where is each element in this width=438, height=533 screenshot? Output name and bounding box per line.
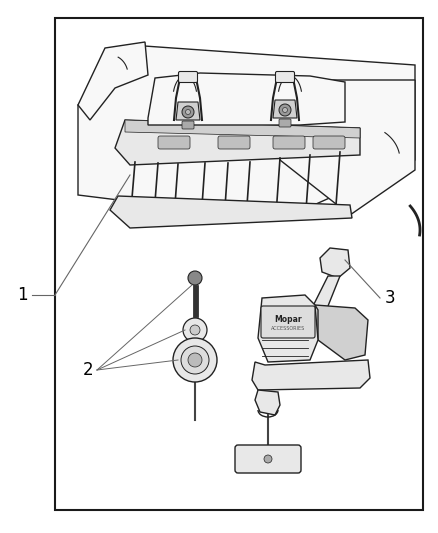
Polygon shape xyxy=(280,80,415,215)
Circle shape xyxy=(183,318,207,342)
FancyBboxPatch shape xyxy=(261,306,315,338)
Circle shape xyxy=(264,455,272,463)
Polygon shape xyxy=(78,42,148,120)
Polygon shape xyxy=(252,360,370,390)
FancyBboxPatch shape xyxy=(235,445,301,473)
Polygon shape xyxy=(255,390,280,415)
Text: ACCESSORIES: ACCESSORIES xyxy=(271,327,305,332)
Polygon shape xyxy=(273,100,297,118)
Circle shape xyxy=(186,109,191,115)
Text: 2: 2 xyxy=(83,361,93,379)
FancyBboxPatch shape xyxy=(313,136,345,149)
Polygon shape xyxy=(115,120,360,165)
Polygon shape xyxy=(315,305,368,360)
Text: Mopar: Mopar xyxy=(274,314,302,324)
Circle shape xyxy=(190,325,200,335)
Bar xyxy=(55,18,423,510)
Circle shape xyxy=(279,104,291,116)
Circle shape xyxy=(173,338,217,382)
FancyBboxPatch shape xyxy=(158,136,190,149)
FancyBboxPatch shape xyxy=(276,71,294,83)
Circle shape xyxy=(188,353,202,367)
Circle shape xyxy=(283,108,287,112)
Polygon shape xyxy=(125,120,360,138)
Polygon shape xyxy=(300,276,340,336)
Polygon shape xyxy=(176,102,200,120)
FancyBboxPatch shape xyxy=(273,136,305,149)
FancyBboxPatch shape xyxy=(182,121,194,129)
Polygon shape xyxy=(110,196,352,228)
Circle shape xyxy=(182,106,194,118)
FancyBboxPatch shape xyxy=(218,136,250,149)
Text: 3: 3 xyxy=(385,289,396,307)
Circle shape xyxy=(188,271,202,285)
Bar xyxy=(192,285,198,317)
FancyBboxPatch shape xyxy=(179,71,198,83)
Circle shape xyxy=(181,346,209,374)
Polygon shape xyxy=(148,73,345,125)
Polygon shape xyxy=(258,295,318,362)
FancyBboxPatch shape xyxy=(279,119,291,127)
Polygon shape xyxy=(78,45,415,220)
Text: 1: 1 xyxy=(17,286,27,304)
Polygon shape xyxy=(320,248,350,278)
